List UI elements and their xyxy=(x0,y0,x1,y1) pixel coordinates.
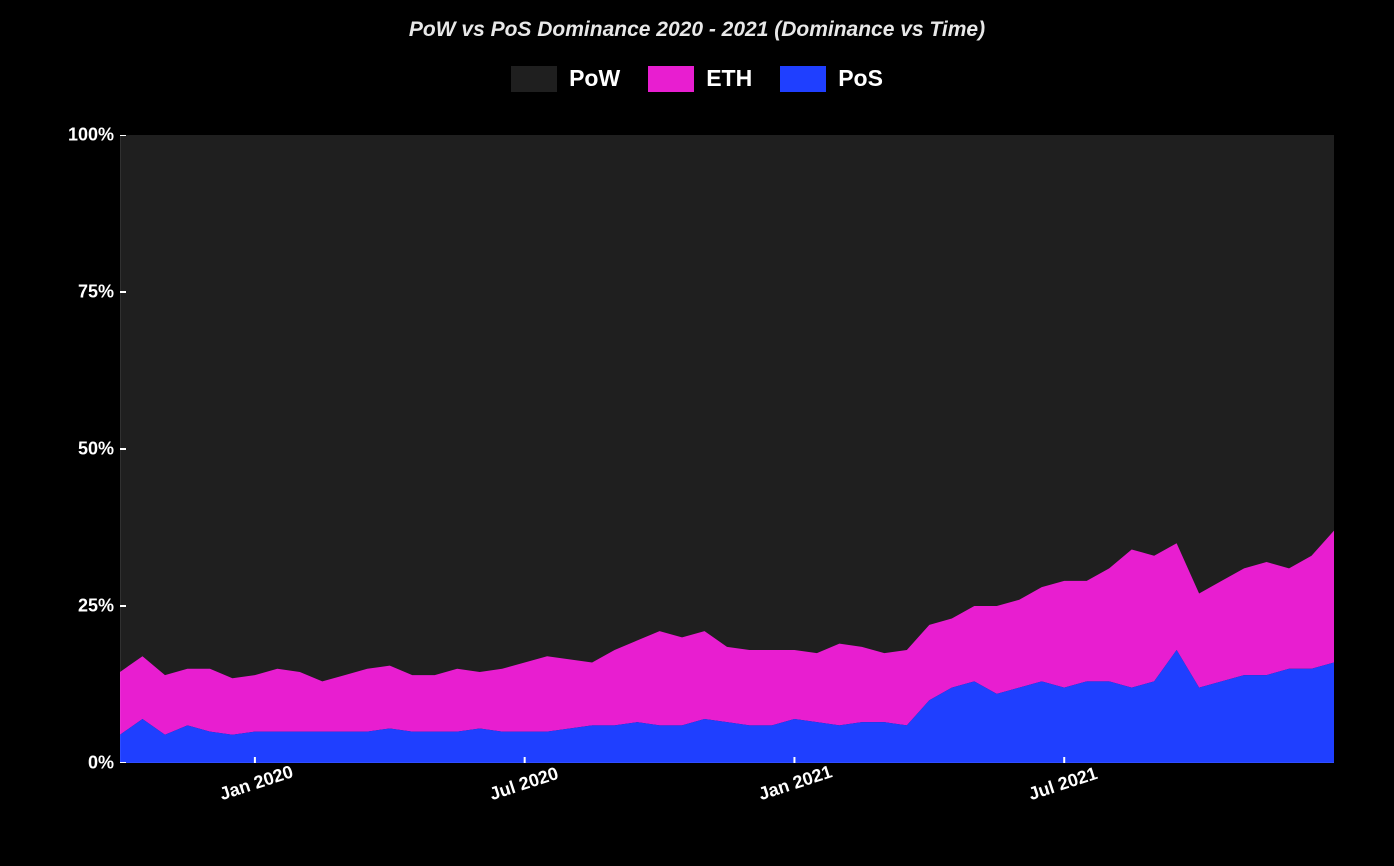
y-axis-tick-label: 0% xyxy=(60,753,114,774)
chart-title: PoW vs PoS Dominance 2020 - 2021 (Domina… xyxy=(0,18,1394,42)
legend-swatch-pos xyxy=(780,66,826,92)
x-axis-tick-label: Jul 2021 xyxy=(1026,763,1100,805)
legend-label-eth: ETH xyxy=(706,65,752,92)
y-axis-tick-label: 25% xyxy=(60,596,114,617)
legend-item-pow[interactable]: PoW xyxy=(511,65,620,92)
legend-item-pos[interactable]: PoS xyxy=(780,65,883,92)
legend-swatch-pow xyxy=(511,66,557,92)
chart-area: 0%25%50%75%100%Jan 2020Jul 2020Jan 2021J… xyxy=(60,135,1340,815)
x-axis-tick-label: Jan 2020 xyxy=(217,761,296,804)
legend-swatch-eth xyxy=(648,66,694,92)
y-axis-tick-label: 75% xyxy=(60,282,114,303)
chart-legend: PoW ETH PoS xyxy=(0,65,1394,92)
legend-item-eth[interactable]: ETH xyxy=(648,65,752,92)
chart-plot-svg xyxy=(120,135,1334,763)
y-axis-tick-label: 100% xyxy=(60,125,114,146)
x-axis-tick-label: Jul 2020 xyxy=(487,763,561,805)
legend-label-pos: PoS xyxy=(838,65,883,92)
y-axis-tick-label: 50% xyxy=(60,439,114,460)
x-axis-tick-label: Jan 2021 xyxy=(756,761,835,804)
legend-label-pow: PoW xyxy=(569,65,620,92)
chart-root: { "chart": { "type": "stacked-area", "ti… xyxy=(0,0,1394,866)
